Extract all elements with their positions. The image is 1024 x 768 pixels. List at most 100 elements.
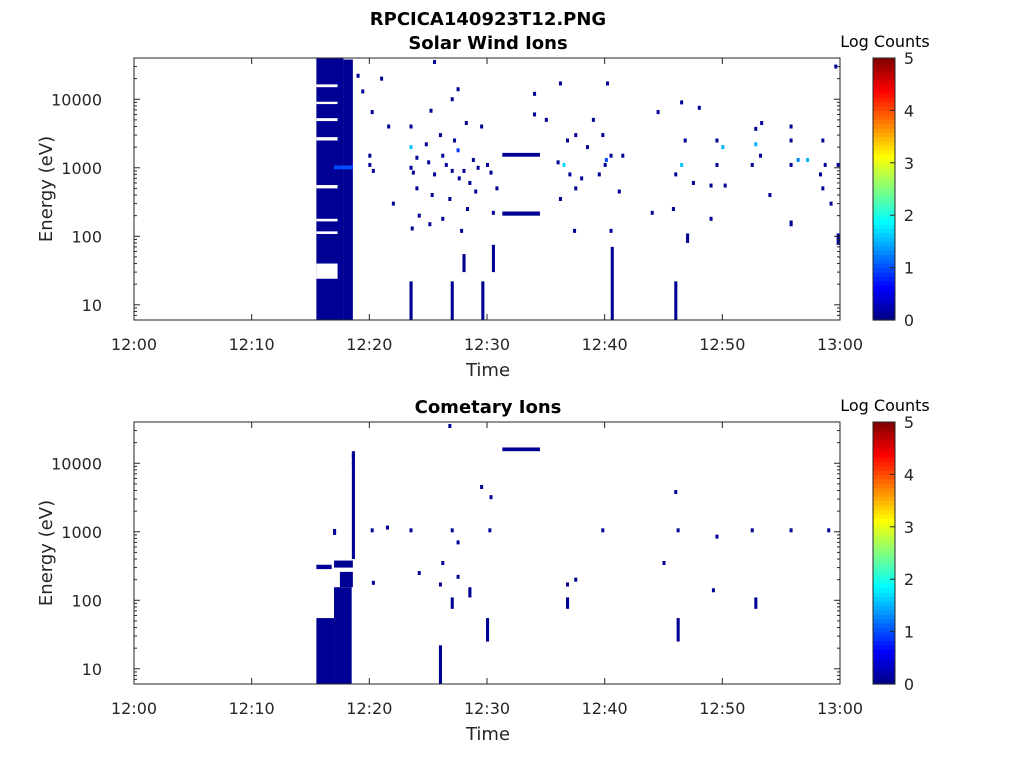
spectrogram-cell [462, 168, 466, 173]
spectrogram-cell [370, 528, 374, 533]
colorbar-band [873, 175, 895, 181]
colorbar-band [873, 679, 895, 685]
spectrogram-cell [650, 210, 654, 215]
colorbar-band [873, 206, 895, 212]
colorbar-band [873, 285, 895, 291]
colorbar-band [873, 622, 895, 628]
colorbar-band [873, 119, 895, 125]
spectrogram-cell [430, 193, 434, 198]
x-tick-label: 12:00 [111, 335, 157, 354]
spectrogram-cell [456, 574, 460, 579]
spectrogram-cell [409, 165, 413, 170]
spectrogram-cell [789, 138, 793, 143]
colorbar-band [873, 531, 895, 537]
spectrogram-cell [609, 153, 613, 158]
spectrogram-cell [573, 228, 577, 233]
colorbar-band [873, 670, 895, 676]
colorbar-band [873, 478, 895, 484]
colorbar-band [873, 574, 895, 580]
spectrogram-cell [796, 157, 800, 162]
colorbar: 0 1 2 3 4 5 [872, 49, 914, 330]
colorbar-band [873, 518, 895, 524]
colorbar-band [873, 430, 895, 436]
spectrogram-cells [316, 423, 831, 684]
colorbar-band [873, 504, 895, 510]
spectrogram-cell [806, 157, 810, 162]
spectrogram-cell [453, 138, 457, 143]
spectrogram-block [316, 618, 335, 684]
colorbar-band [873, 448, 895, 454]
colorbar-band [873, 487, 895, 493]
colorbar-band [873, 232, 895, 238]
colorbar-band [873, 662, 895, 668]
colorbar-band [873, 509, 895, 515]
x-tick-label: 12:20 [346, 335, 392, 354]
spectrogram-cell [368, 162, 372, 167]
colorbar-band [873, 162, 895, 168]
colorbar-band [873, 110, 895, 116]
colorbar-band [873, 280, 895, 286]
colorbar-band [873, 553, 895, 558]
colorbar-band [873, 548, 895, 554]
spectrogram-cell [821, 186, 825, 191]
colorbar-band [873, 149, 895, 155]
colorbar-band [873, 470, 895, 475]
colorbar-band [873, 228, 895, 234]
spectrogram-column [438, 645, 443, 684]
spectrogram-cell [488, 528, 492, 533]
colorbar-band [873, 71, 895, 77]
colorbar-band [873, 66, 895, 72]
colorbar-band [873, 154, 895, 160]
spectrogram-block [316, 564, 332, 570]
spectrogram-cell [415, 155, 419, 160]
spectrogram-cell [456, 87, 460, 92]
y-tick-label: 100 [71, 591, 102, 610]
colorbar-band [873, 167, 895, 173]
spectrogram-column [789, 220, 793, 227]
colorbar-label: Log Counts [840, 396, 930, 415]
colorbar: 0 1 2 3 4 5 [872, 413, 914, 694]
colorbar-band [873, 614, 895, 620]
spectrogram-column [610, 246, 614, 320]
colorbar-band [873, 605, 895, 611]
spectrogram-cell [674, 490, 678, 495]
spectrogram-cell [409, 528, 413, 533]
x-tick-label: 13:00 [817, 699, 863, 718]
colorbar-band [873, 145, 895, 151]
spectrogram-gap [316, 118, 338, 122]
plot-axes-box [133, 421, 841, 685]
colorbar-band [873, 158, 895, 164]
x-tick-label: 12:50 [699, 699, 745, 718]
x-tick-label: 12:20 [346, 699, 392, 718]
spectrogram-cell [754, 126, 758, 131]
colorbar-band [873, 58, 895, 63]
colorbar-band [873, 491, 895, 497]
spectrogram-cell [409, 145, 413, 150]
y-tick-label: 10000 [51, 90, 102, 109]
colorbar-band [873, 267, 895, 273]
figure-title: RPCICA140923T12.PNG [370, 9, 606, 30]
spectrogram-cell [465, 207, 469, 212]
spectrogram-cell [391, 201, 395, 206]
colorbar-band [873, 210, 895, 216]
colorbar-band [873, 635, 895, 641]
colorbar-tick-label: 1 [904, 623, 914, 642]
colorbar-band [873, 592, 895, 598]
x-tick-label: 12:30 [464, 335, 510, 354]
spectrogram-cell [715, 534, 719, 539]
colorbar-band [873, 618, 895, 624]
spectrogram-cell [558, 81, 562, 86]
plot-axes-box [133, 57, 841, 321]
spectrogram-cell [456, 540, 460, 545]
spectrogram-column [468, 587, 472, 598]
spectrogram-cell [457, 176, 461, 181]
colorbar-band [873, 570, 895, 576]
spectrogram-cell [410, 226, 414, 231]
colorbar-band [873, 596, 895, 602]
spectrogram-block [334, 587, 352, 684]
spectrogram-cell [818, 172, 822, 177]
y-tick-label: 10 [82, 660, 102, 679]
colorbar-band [873, 496, 895, 502]
colorbar-band [873, 237, 895, 242]
colorbar-band [873, 127, 895, 133]
